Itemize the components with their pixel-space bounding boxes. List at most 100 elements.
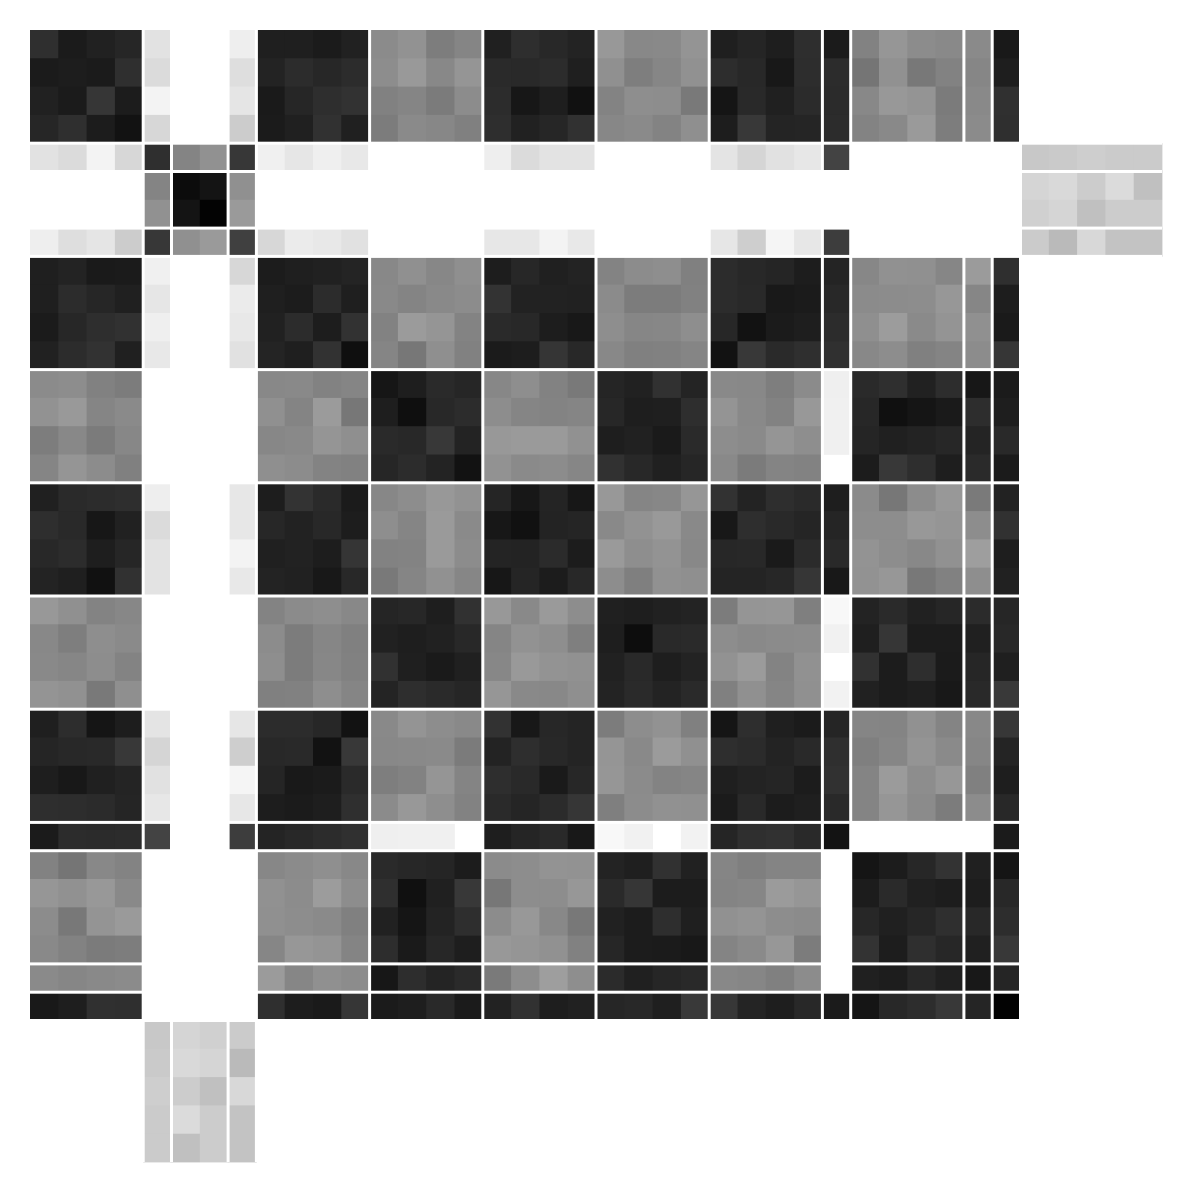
heatmap-cell — [58, 879, 87, 908]
heatmap-cell — [596, 313, 625, 342]
heatmap-cell — [58, 86, 87, 116]
heatmap-cell — [341, 850, 370, 880]
heatmap-cell — [765, 114, 795, 144]
heatmap-cell — [935, 850, 965, 880]
heatmap-cell — [652, 426, 682, 455]
heatmap-cell — [907, 341, 936, 370]
heatmap-cell — [369, 907, 399, 936]
heatmap-cell — [652, 539, 682, 569]
heatmap-cell — [624, 680, 653, 710]
heatmap-cell — [765, 143, 795, 172]
heatmap-cell — [1105, 228, 1135, 257]
heatmap-cell — [114, 369, 144, 399]
heatmap-cell — [397, 850, 427, 880]
heatmap-cell — [228, 482, 257, 512]
heatmap-cell — [313, 454, 342, 484]
heatmap-cell — [369, 652, 399, 682]
heatmap-cell — [114, 454, 144, 484]
heatmap-cell — [907, 426, 936, 455]
heatmap-cell — [822, 284, 852, 314]
heatmap-cell — [58, 652, 87, 682]
heatmap-cell — [624, 963, 653, 993]
heatmap-cell — [879, 511, 908, 540]
heatmap-cell — [284, 907, 314, 936]
heatmap-cell — [822, 30, 852, 59]
heatmap-cell — [794, 143, 823, 172]
heatmap-cell — [794, 397, 823, 427]
heatmap-cell — [313, 596, 342, 625]
heatmap-cell — [143, 1133, 172, 1163]
heatmap-cell — [369, 256, 399, 286]
heatmap-cell — [1077, 228, 1106, 257]
heatmap-cell — [369, 397, 399, 427]
heatmap-cell — [850, 313, 880, 342]
heatmap-cell — [313, 992, 342, 1021]
heatmap-cell — [426, 341, 455, 370]
heatmap-cell — [992, 539, 1021, 569]
heatmap-cell — [794, 652, 823, 682]
heatmap-cell — [482, 313, 512, 342]
heatmap-cell — [30, 935, 59, 965]
heatmap-cell — [737, 907, 767, 936]
heatmap-cell — [652, 30, 682, 59]
heatmap-cell — [482, 539, 512, 569]
heatmap-cell — [879, 567, 908, 597]
heatmap-cell — [624, 567, 653, 597]
heatmap-cell — [114, 879, 144, 908]
heatmap-cell — [397, 963, 427, 993]
heatmap-cell — [511, 567, 540, 597]
heatmap-cell — [30, 426, 59, 455]
heatmap-cell — [482, 256, 512, 286]
cluster-separator-horizontal — [30, 962, 1162, 966]
heatmap-cell — [765, 58, 795, 87]
heatmap-cell — [822, 680, 852, 710]
heatmap-cell — [256, 822, 286, 852]
heatmap-cell — [426, 879, 455, 908]
heatmap-cell — [680, 680, 710, 710]
heatmap-cell — [935, 511, 965, 540]
heatmap-cell — [963, 850, 993, 880]
heatmap-cell — [30, 114, 59, 144]
heatmap-cell — [850, 539, 880, 569]
heatmap-cell — [143, 709, 172, 738]
heatmap-cell — [454, 624, 484, 653]
heatmap-cell — [143, 199, 172, 229]
heatmap-cell — [482, 369, 512, 399]
heatmap-cell — [341, 709, 370, 738]
heatmap-cell — [652, 86, 682, 116]
heatmap-cell — [850, 341, 880, 370]
heatmap-cell — [256, 539, 286, 569]
heatmap-cell — [652, 680, 682, 710]
heatmap-cell — [454, 765, 484, 795]
heatmap-cell — [596, 426, 625, 455]
heatmap-cell — [30, 765, 59, 795]
heatmap-cell — [794, 228, 823, 257]
heatmap-cell — [822, 822, 852, 852]
heatmap-cell — [680, 992, 710, 1021]
heatmap-cell — [284, 454, 314, 484]
cluster-separator-vertical — [707, 30, 711, 1162]
heatmap-cell — [992, 737, 1021, 767]
heatmap-cell — [624, 30, 653, 59]
heatmap-cell — [765, 907, 795, 936]
heatmap-cell — [709, 765, 738, 795]
heatmap-cell — [482, 652, 512, 682]
heatmap-cell — [709, 709, 738, 738]
heatmap-cell — [992, 30, 1021, 59]
heatmap-cell — [765, 680, 795, 710]
heatmap-cell — [567, 822, 597, 852]
heatmap-cell — [709, 652, 738, 682]
heatmap-cell — [86, 284, 116, 314]
heatmap-cell — [256, 737, 286, 767]
heatmap-cell — [482, 426, 512, 455]
heatmap-cell — [511, 284, 540, 314]
heatmap-cell — [624, 86, 653, 116]
heatmap-cell — [709, 907, 738, 936]
heatmap-cell — [680, 454, 710, 484]
heatmap-cell — [171, 228, 201, 257]
heatmap-cell — [822, 143, 852, 172]
heatmap-cell — [30, 30, 59, 59]
heatmap-cell — [539, 86, 569, 116]
heatmap-cell — [539, 822, 569, 852]
heatmap-cell — [369, 794, 399, 823]
